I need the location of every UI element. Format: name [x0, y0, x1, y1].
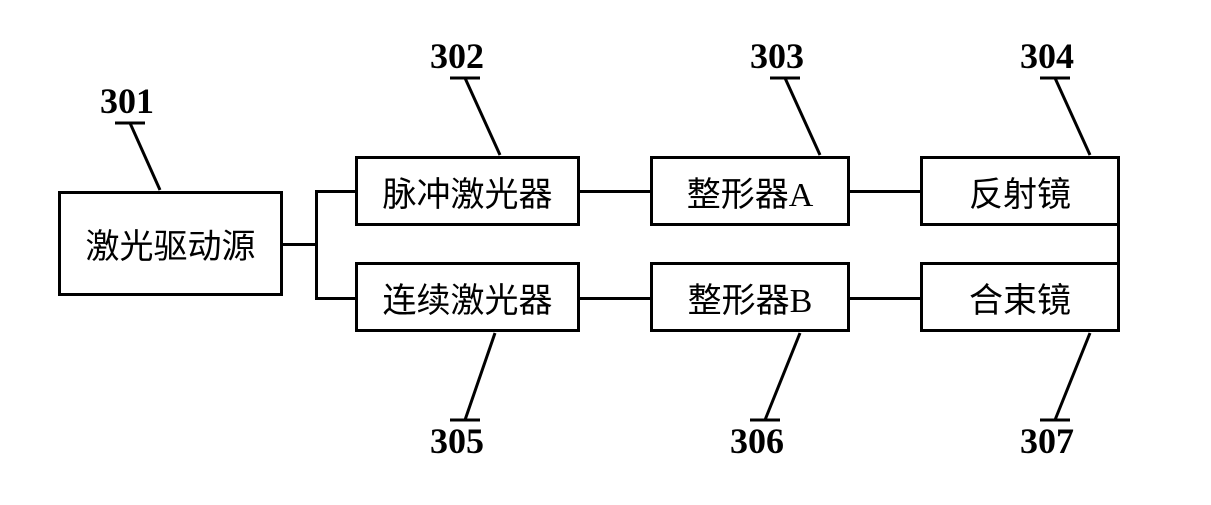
diagram-canvas: 激光驱动源 脉冲激光器 整形器A 反射镜 连续激光器 整形器B 合束镜 301 … — [0, 0, 1211, 505]
leader-lines — [0, 0, 1211, 505]
